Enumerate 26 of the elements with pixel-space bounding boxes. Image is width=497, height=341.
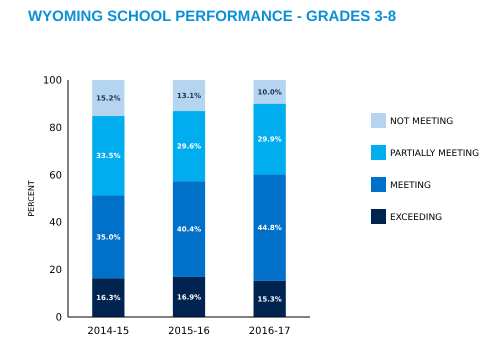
bar bbox=[92, 80, 124, 116]
y-tick-label: 100 bbox=[42, 76, 62, 86]
bar bbox=[172, 181, 206, 277]
legend-label: MEETING bbox=[390, 181, 432, 192]
legend-label: NOT MEETING bbox=[390, 117, 454, 128]
bar bbox=[172, 111, 206, 182]
bar bbox=[172, 80, 206, 112]
x-tick-label: 2015-16 bbox=[168, 326, 210, 337]
bar bbox=[92, 195, 124, 278]
legend-label: EXCEEDING bbox=[390, 213, 442, 224]
y-tick-label: 0 bbox=[56, 312, 62, 324]
y-tick-label: 80 bbox=[49, 122, 62, 134]
bar bbox=[92, 278, 124, 317]
y-axis-title: PERCENT bbox=[27, 180, 36, 217]
legend-label: PARTIALLY MEETING bbox=[390, 149, 480, 160]
bar bbox=[254, 104, 286, 175]
bar bbox=[172, 276, 206, 317]
bar bbox=[254, 280, 286, 317]
chart-title: WYOMING SCHOOL PERFORMANCE - GRADES 3-8 bbox=[28, 8, 396, 25]
x-tick-label: 2014-15 bbox=[87, 326, 130, 337]
x-tick-label: 2016-17 bbox=[248, 326, 291, 337]
y-tick-label: 20 bbox=[49, 265, 62, 276]
y-tick-label: 60 bbox=[49, 170, 62, 182]
bar bbox=[92, 116, 124, 196]
y-tick-label: 40 bbox=[49, 218, 62, 229]
bar bbox=[254, 174, 286, 281]
